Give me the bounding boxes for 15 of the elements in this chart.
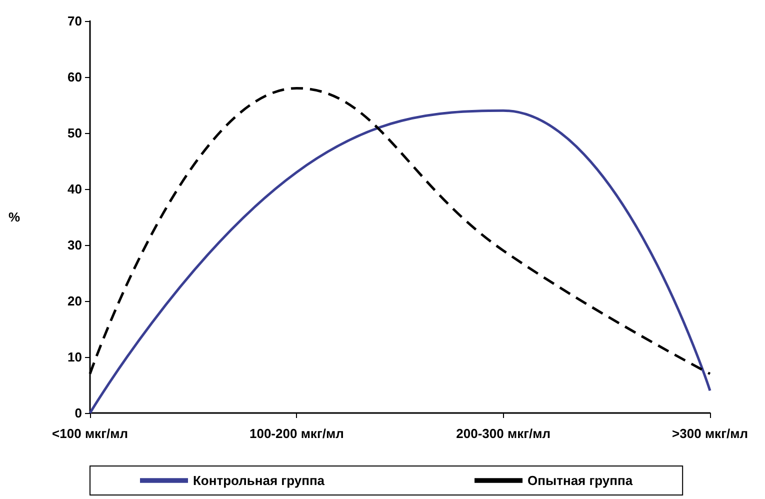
legend-label: Контрольная группа [193, 473, 326, 488]
y-tick-label: 30 [68, 238, 82, 252]
y-tick-label: 10 [68, 350, 82, 364]
x-tick-label: <100 мкг/мл [52, 426, 128, 441]
y-axis-title: % [8, 210, 20, 224]
y-tick-label: 60 [68, 70, 82, 84]
y-tick-label: 70 [68, 14, 82, 28]
x-tick-label: >300 мкг/мл [672, 426, 748, 441]
y-tick-label: 20 [68, 294, 82, 308]
legend-label: Опытная группа [528, 473, 634, 488]
x-tick-label: 100-200 мкг/мл [249, 426, 344, 441]
x-tick-label: 200-300 мкг/мл [456, 426, 551, 441]
y-tick-label: 50 [68, 126, 82, 140]
y-tick-label: 40 [68, 182, 82, 196]
y-tick-label: 0 [74, 406, 82, 420]
